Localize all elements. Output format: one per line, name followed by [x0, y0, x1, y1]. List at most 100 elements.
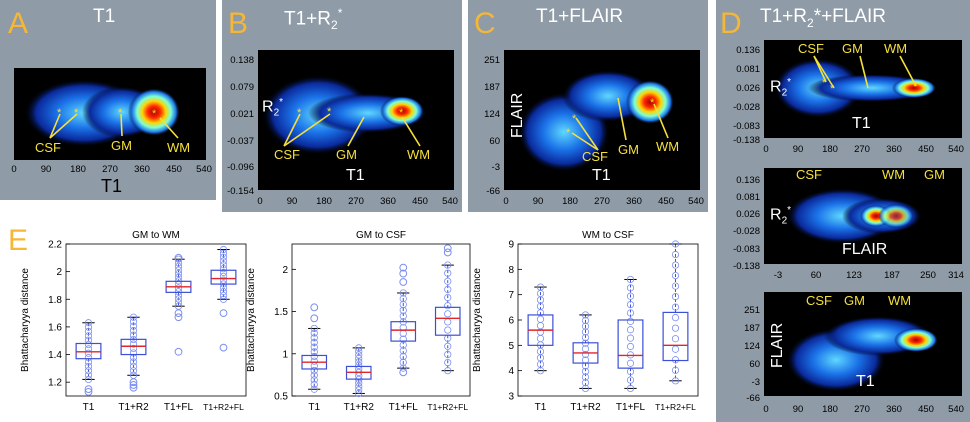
a-xlabel: T1 — [101, 176, 123, 196]
chart-0-ytick-1: 1.4 — [48, 350, 62, 361]
chart-1-point-3-12 — [444, 269, 452, 277]
c-xtick-1: 90 — [532, 196, 544, 207]
chart-0-outlier-1-2 — [129, 378, 138, 387]
chart-1-point-0-11 — [310, 334, 318, 342]
chart-1-point-0-1 — [310, 380, 318, 389]
annot-d3-gm: GM — [844, 293, 865, 308]
chart-1-outlier-2-0 — [399, 368, 408, 377]
annot-d1-wm: WM — [884, 41, 908, 56]
chart-1-point-2-1 — [399, 358, 407, 366]
d1-xtick-4: 360 — [886, 144, 902, 155]
chart-2-point-3-13 — [671, 240, 680, 248]
annot-c-wm: WM — [656, 139, 680, 154]
chart-2-xtick-2: T1+FL — [616, 402, 646, 413]
c-xtick-5: 450 — [658, 196, 674, 207]
chart-0-ytick-3: 1.8 — [48, 295, 62, 306]
chart-1-point-0-2 — [310, 376, 318, 384]
d2-ylabel-sup: * — [787, 205, 792, 216]
d1-ylabel: R2* — [770, 78, 791, 99]
a-xtick-2: 180 — [70, 164, 86, 175]
chart-2-ytick-5: 8 — [508, 265, 514, 276]
c-xlabel: T1 — [592, 167, 611, 184]
chart-0-point-2-9 — [174, 270, 183, 278]
chart-1-point-3-2 — [444, 350, 452, 359]
d2-xtick-2: 123 — [846, 270, 862, 281]
chart-2-point-3-5 — [671, 324, 680, 332]
b-ytick-5: -0.154 — [227, 186, 254, 197]
svg-text:*: * — [152, 108, 157, 120]
chart-2-point-3-12 — [671, 250, 680, 259]
chart-1-point-3-3 — [444, 342, 452, 350]
chart-2-point-1-3 — [581, 367, 590, 376]
d2-ylabel: R2* — [770, 206, 791, 227]
d2-ytick-4: -0.083 — [733, 244, 760, 255]
density-a — [24, 79, 180, 147]
box-plots: GM to WM Bhattacharyya distance 1.2 1.4 1.6 1… — [20, 230, 699, 413]
d3-xtick-6: 540 — [948, 404, 964, 415]
chart-0-point-3-1 — [219, 291, 228, 300]
panel-d-title: T1+R2*+FLAIR — [760, 7, 886, 29]
chart-0-point-0-2 — [84, 367, 93, 375]
chart-0-point-0-13 — [84, 319, 93, 327]
chart-1-point-0-12 — [310, 329, 318, 337]
chart-2-point-2-12 — [626, 284, 635, 292]
chart-1-point-1-11 — [355, 351, 363, 359]
panel-a-title: T1 — [93, 6, 116, 27]
panel-b-title: T1+R2* — [284, 7, 342, 31]
chart-2-ytick-3: 6 — [508, 316, 514, 327]
chart-2-point-2-8 — [626, 317, 635, 325]
chart-0-outlier-0-1 — [84, 385, 93, 393]
chart-1-ytick-1: 1 — [282, 349, 288, 360]
chart-1-point-1-1 — [355, 386, 363, 394]
d2-xlabel: FLAIR — [842, 241, 888, 258]
c-xtick-2: 180 — [562, 196, 578, 207]
annot-a-wm: WM — [167, 140, 191, 155]
svg-text:*: * — [327, 106, 332, 118]
b-ylabel: R2* — [262, 98, 283, 119]
d1-ytick-5: -0.138 — [733, 135, 760, 146]
annotations-a: * * * * — [49, 107, 179, 139]
chart-2-point-2-6 — [626, 334, 635, 342]
chart-0-point-1-11 — [129, 322, 138, 330]
d1-ylabel-sup: * — [787, 77, 792, 88]
d3-xtick-2: 180 — [822, 404, 838, 415]
chart-0-point-2-10 — [174, 266, 183, 274]
annot-c-gm: GM — [618, 142, 639, 157]
chart-0-point-2-4 — [174, 288, 183, 296]
panel-b-label: B — [228, 7, 249, 40]
b-ylabel-sup: * — [279, 97, 284, 108]
chart-2-title: WM to CSF — [582, 230, 634, 241]
svg-text:*: * — [822, 77, 827, 89]
c-ytick-5: -66 — [486, 186, 500, 197]
chart-0-point-3-0 — [219, 295, 228, 303]
d3-ylabel: FLAIR — [769, 322, 786, 368]
chart-1-point-3-7 — [444, 310, 452, 318]
b-ytick-1: 0.079 — [230, 82, 254, 93]
svg-text:*: * — [830, 83, 835, 95]
chart-1-ytick-2: 1.5 — [274, 307, 288, 318]
c-xtick-4: 360 — [626, 196, 642, 207]
chart-1-point-0-9 — [310, 343, 318, 351]
chart-0-point-3-12 — [219, 249, 228, 257]
chart-2-point-3-6 — [671, 314, 680, 322]
chart-1-point-3-0 — [444, 367, 452, 375]
chart-0-point-3-6 — [219, 272, 228, 280]
density-d3 — [786, 316, 938, 392]
chart-2-point-2-10 — [626, 301, 635, 309]
chart-0-point-0-6 — [84, 349, 93, 357]
chart-0-point-1-7 — [129, 340, 138, 348]
chart-1-point-0-13 — [310, 324, 318, 333]
chart-1-box-3 — [434, 306, 461, 336]
chart-0-point-1-10 — [129, 327, 138, 335]
chart-1-outlier-0-1 — [310, 303, 319, 312]
d1-xtick-2: 180 — [822, 144, 838, 155]
chart-1-point-0-10 — [310, 338, 318, 347]
chart-1-point-3-9 — [444, 293, 452, 302]
chart-0-point-1-5 — [129, 349, 138, 357]
b-xtick-1: 90 — [286, 196, 298, 207]
panel-d-title-main: T1+R — [760, 6, 807, 27]
chart-1-xtick-1: T1+R2 — [344, 402, 375, 413]
chart-1-point-3-10 — [444, 285, 452, 294]
chart-1-xtick-2: T1+FL — [389, 402, 419, 413]
c-ylabel: FLAIR — [509, 92, 526, 138]
